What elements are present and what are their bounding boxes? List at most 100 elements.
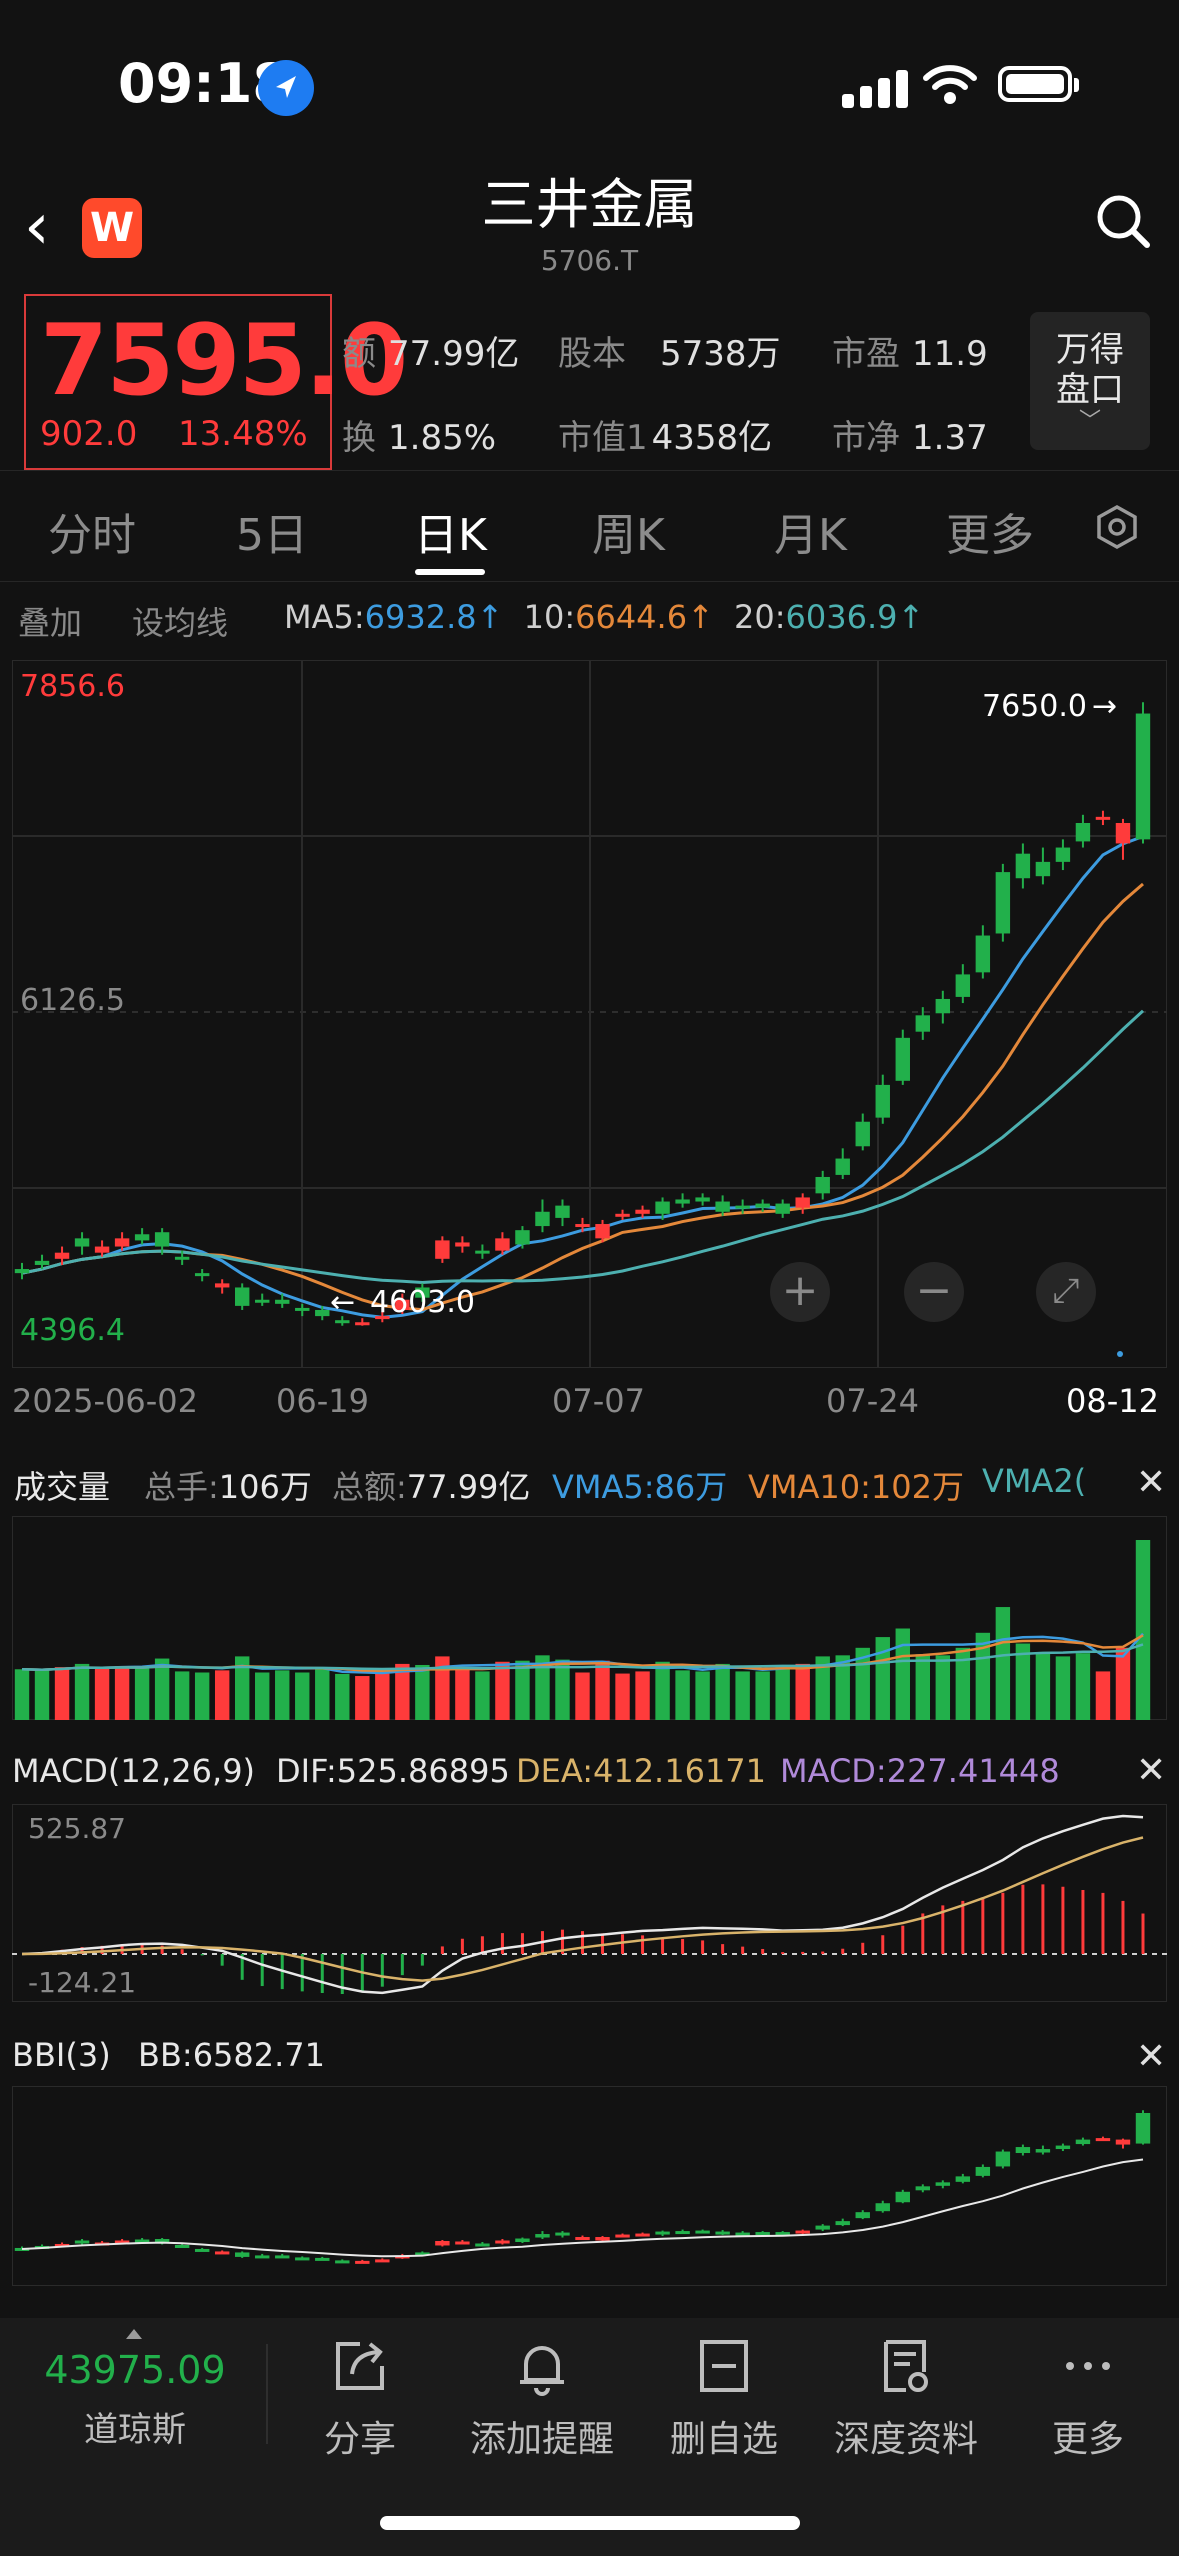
candle-body (1115, 822, 1131, 844)
volume-bar (295, 1672, 310, 1720)
close-macd-icon[interactable]: ✕ (1136, 1750, 1167, 1791)
date-label: 07-24 (826, 1382, 919, 1420)
ma20-line (21, 1009, 1145, 1284)
bbi-candle-body (214, 2251, 230, 2255)
candle-body (575, 1224, 590, 1228)
candle-body (295, 1307, 310, 1311)
candle-body (695, 1197, 710, 1202)
stat-turnover: 换 1.85% (342, 418, 497, 458)
candle-body (1055, 847, 1071, 862)
research-label[interactable]: 深度资料 (833, 2419, 978, 2460)
tab-weekly-k[interactable]: 周K (592, 510, 665, 561)
dif-line (21, 1814, 1144, 1995)
index-name[interactable]: 道琼斯 (84, 2410, 186, 2450)
share-label[interactable]: 分享 (323, 2419, 396, 2460)
candle-body (755, 1203, 770, 1208)
volume-bar (915, 1654, 931, 1720)
more-dots-icon[interactable] (1058, 2336, 1118, 2396)
candle-body (415, 1287, 430, 1298)
overlay-button[interactable]: 叠加 (18, 604, 83, 642)
bbi-candle-body (1095, 2138, 1111, 2142)
volume-bar (855, 1647, 870, 1720)
active-tab-underline (415, 569, 485, 575)
candle-body (1015, 853, 1031, 879)
close-volume-icon[interactable]: ✕ (1136, 1462, 1167, 1503)
vma10-value: VMA10:102万 (748, 1468, 964, 1506)
bbi-candle-body (475, 2243, 490, 2247)
volume-bar (134, 1668, 150, 1720)
candle-body (315, 1309, 330, 1317)
price-change: 902.0 (40, 414, 138, 454)
volume-bar (1095, 1671, 1111, 1720)
back-chevron-icon[interactable]: ‹ (24, 190, 50, 264)
stat-pb: 市净 1.37 (832, 418, 988, 458)
search-icon[interactable] (1094, 192, 1152, 250)
volume-bar (975, 1632, 991, 1720)
bbi-value: BB:6582.71 (138, 2036, 326, 2074)
remove-watchlist-label[interactable]: 删自选 (669, 2419, 778, 2460)
candle-body (875, 1084, 890, 1118)
volume-bar (54, 1667, 70, 1720)
fullscreen-icon[interactable]: ⤢ (1036, 1262, 1096, 1322)
bell-icon[interactable] (512, 2336, 572, 2396)
bbi-candle-body (14, 2247, 30, 2251)
candlestick-chart[interactable]: 7856.6 6126.5 4396.4 7650.0 → 4603.0 ← (12, 660, 1167, 1368)
research-doc-icon[interactable] (876, 2336, 936, 2396)
bbi-candle-body (535, 2234, 550, 2238)
bbi-candle-body (375, 2259, 390, 2263)
volume-bar (835, 1655, 850, 1720)
tab-monthly-k[interactable]: 月K (774, 510, 847, 561)
date-label: 06-19 (276, 1382, 369, 1420)
set-ma-button[interactable]: 设均线 (132, 604, 229, 642)
candle-body (1135, 713, 1151, 840)
candle-body (375, 1316, 390, 1320)
zoom-in-button[interactable]: + (770, 1262, 830, 1322)
more-label[interactable]: 更多 (1051, 2419, 1124, 2460)
wifi-icon (923, 65, 977, 104)
y-min-label: 4396.4 (20, 1313, 125, 1348)
bbi-candle-body (335, 2260, 350, 2264)
volume-bar (555, 1659, 570, 1720)
candle-body (915, 1015, 931, 1032)
wande-order-book-button[interactable]: 万得 盘口 ﹀ (1030, 312, 1150, 450)
add-alert-label[interactable]: 添加提醒 (469, 2419, 614, 2460)
bbi-candle-body (775, 2232, 790, 2236)
volume-bar (1015, 1643, 1031, 1720)
share-icon[interactable] (330, 2336, 390, 2396)
tab-more[interactable]: 更多 (946, 510, 1034, 561)
last-price: 7595.0 (40, 304, 408, 418)
candle-body (635, 1209, 650, 1214)
price-change-percent: 13.48% (178, 414, 308, 454)
candle-body (255, 1299, 270, 1303)
wind-logo-icon: W (82, 198, 142, 258)
tab-daily-k[interactable]: 日K (414, 510, 487, 561)
bbi-candle-body (635, 2233, 650, 2237)
ma5-line (21, 835, 1144, 1319)
bbi-candle-body (815, 2225, 830, 2230)
cellular-signal-icon (842, 70, 914, 108)
bbi-candle-body (995, 2151, 1011, 2167)
bbi-candle-body (295, 2257, 310, 2261)
status-bar: 09:18 (0, 0, 1179, 150)
candle-body (835, 1158, 850, 1175)
index-value[interactable]: 43975.09 (44, 2348, 226, 2392)
bbi-candle-body (755, 2232, 770, 2236)
remove-watchlist-icon[interactable] (694, 2336, 754, 2396)
period-tabs: 分时 5日 日K 周K 月K 更多 (0, 470, 1179, 582)
close-bbi-icon[interactable]: ✕ (1136, 2036, 1167, 2077)
divider (266, 2344, 268, 2444)
volume-title: 成交量 (14, 1468, 111, 1506)
volume-bar (375, 1673, 390, 1720)
candle-body (655, 1201, 670, 1214)
bbi-candle-body (275, 2255, 290, 2259)
tab-5day[interactable]: 5日 (236, 510, 308, 561)
bbi-candle-body (255, 2255, 270, 2259)
candle-body (335, 1320, 350, 1324)
tab-intraday[interactable]: 分时 (48, 510, 136, 561)
volume-bar (875, 1637, 890, 1720)
candle-body (1075, 822, 1091, 842)
bbi-candle-body (655, 2231, 670, 2235)
bbi-candle-body (735, 2232, 750, 2236)
zoom-out-button[interactable]: − (904, 1262, 964, 1322)
settings-hexagon-icon[interactable] (1094, 504, 1140, 550)
